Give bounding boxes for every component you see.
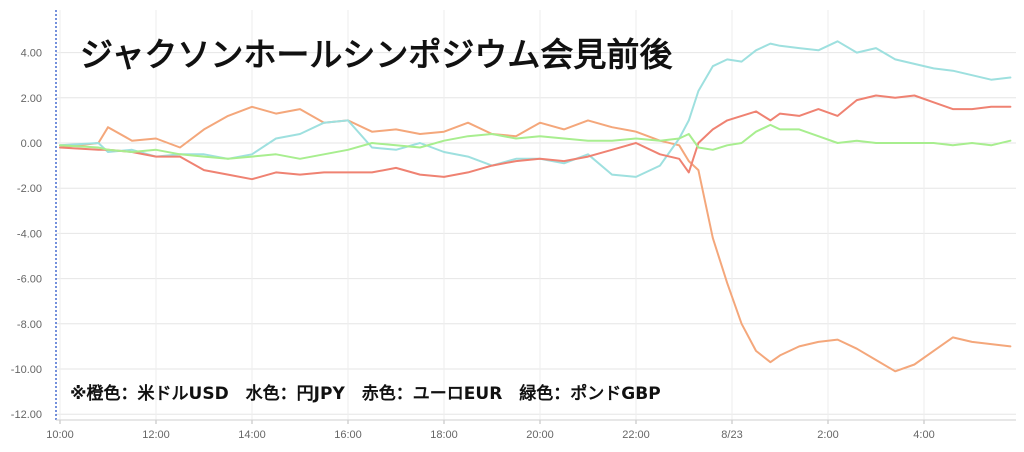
x-axis-ticks: 10:00 12:00 14:00 16:00 18:00 20:00 22:00 8/23 2… [46,420,935,441]
series-line [59,105,1012,373]
x-tick-label: 22:00 [622,429,650,441]
y-tick-label: 0.00 [21,138,42,150]
y-tick-label: -2.00 [17,183,42,195]
grid-lines [56,10,1016,420]
x-tick-label: 2:00 [817,429,838,441]
y-tick-label: -12.00 [11,409,42,421]
chart-title: ジャクソンホールシンポジウム会見前後 [80,35,673,74]
y-tick-label: -4.00 [17,228,42,240]
x-tick-label: 20:00 [526,429,554,441]
series-line [59,40,1012,178]
y-tick-label: -10.00 [11,364,42,376]
x-tick-label: 16:00 [334,429,362,441]
x-tick-label: 10:00 [46,429,74,441]
x-tick-label: 18:00 [430,429,458,441]
x-tick-label: 8/23 [721,429,742,441]
legend-note: ※橙色：米ドルUSD 水色：円JPY 赤色：ユーロEUR 緑色：ポンドGBP [70,383,661,404]
series-line [59,94,1012,181]
x-tick-label: 4:00 [913,429,934,441]
x-tick-label: 14:00 [238,429,266,441]
y-axis-ticks: 4.00 2.00 0.00 -2.00 -4.00 -6.00 -8.00 -10.00 -1… [11,48,42,422]
y-tick-label: -6.00 [17,274,42,286]
x-tick-label: 12:00 [142,429,170,441]
y-tick-label: 4.00 [21,48,42,60]
y-tick-label: 2.00 [21,93,42,105]
series-line [59,123,1012,160]
series-group [59,40,1012,373]
y-tick-label: -8.00 [17,319,42,331]
